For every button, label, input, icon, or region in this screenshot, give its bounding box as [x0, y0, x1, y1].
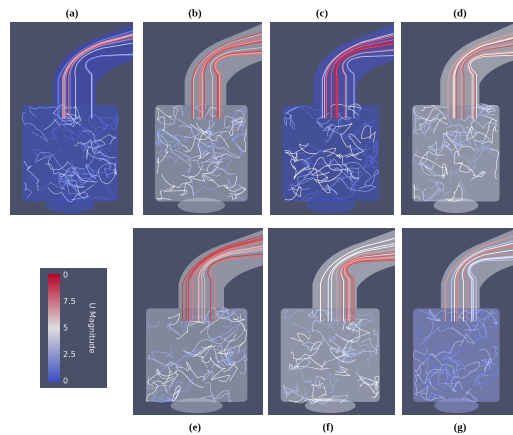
- panel-label: (e): [189, 422, 202, 434]
- panel: (f): [268, 228, 395, 434]
- colorbar-title: U Magnitude: [88, 303, 97, 354]
- panel-label: (c): [316, 8, 329, 20]
- colorbar-gradient: [48, 274, 60, 382]
- bottom-cap: [306, 198, 356, 213]
- colorbar-tick-label: 7.5: [63, 297, 76, 306]
- panel: (g): [402, 228, 513, 434]
- panel: (b): [143, 8, 262, 215]
- colorbar: U Magnitude 0 7.5 5 2.5 0: [40, 268, 107, 388]
- panel-label: (d): [453, 8, 467, 20]
- panel-label: (a): [66, 8, 79, 20]
- colorbar-tick-label: 2.5: [63, 350, 76, 359]
- bottom-cap: [171, 398, 223, 413]
- panel: (d): [401, 8, 513, 215]
- panel: (e): [133, 228, 263, 434]
- panel: (a): [10, 8, 133, 215]
- bottom-cap: [178, 198, 226, 213]
- panel-label: (g): [454, 422, 467, 434]
- panel: (c): [270, 8, 394, 215]
- colorbar-tick-label: 5: [63, 324, 68, 333]
- bottom-cap: [46, 198, 95, 213]
- bottom-cap: [434, 398, 478, 413]
- panel-label: (f): [323, 422, 334, 434]
- filter-body: [281, 308, 380, 402]
- colorbar-tick-label: 0: [63, 377, 68, 386]
- figure: (a) (b) (c) (d) (e) (f) (g) U Magnitude 0 7.5 5 2…: [0, 0, 513, 435]
- panel-label: (b): [188, 8, 202, 20]
- colorbar-tick-label: 0: [63, 271, 68, 280]
